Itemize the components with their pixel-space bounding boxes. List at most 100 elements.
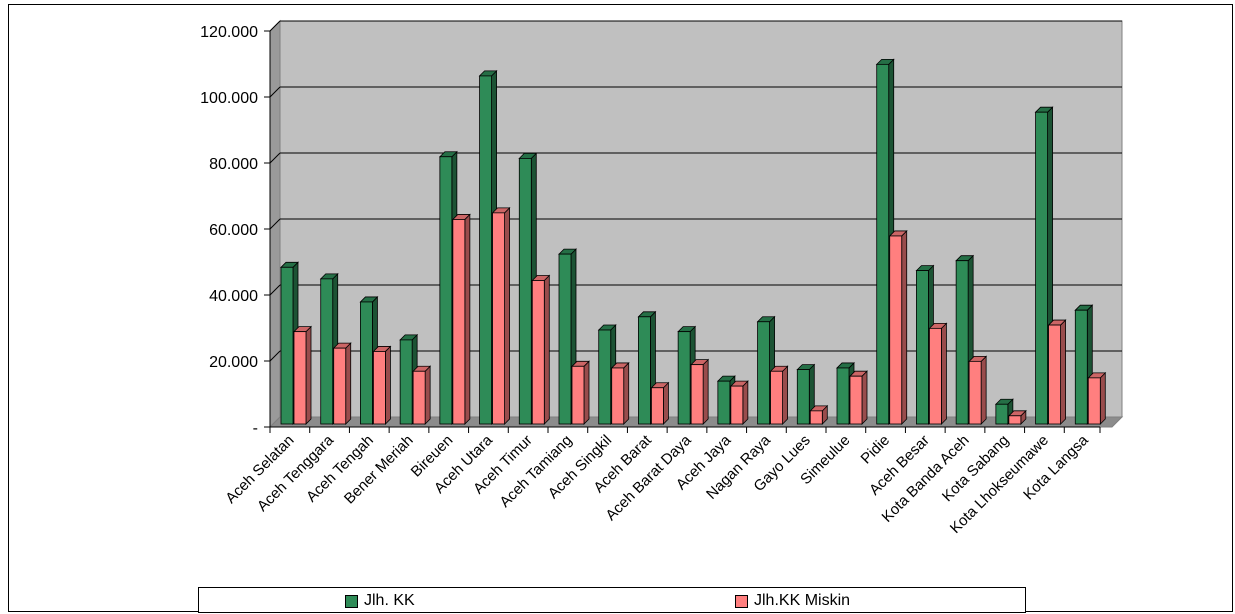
- bar-front: [1048, 324, 1061, 425]
- bar-front: [439, 156, 453, 425]
- y-tick-label: -: [253, 420, 258, 437]
- bar-jlh-kk-miskin: [571, 360, 590, 425]
- bar-side: [941, 322, 947, 425]
- bar-front: [360, 301, 373, 425]
- bar-side: [424, 365, 431, 425]
- bar-front: [929, 327, 942, 425]
- bar-jlh-kk: [994, 398, 1014, 425]
- bar-front: [717, 380, 731, 425]
- gridline-depth: [269, 152, 281, 164]
- bar-side: [1099, 371, 1106, 425]
- bar-front: [320, 278, 334, 425]
- bar-front: [968, 360, 982, 425]
- bar-front: [412, 370, 426, 425]
- bar-side: [861, 370, 868, 425]
- bar-jlh-kk-miskin: [610, 361, 630, 425]
- bar-front: [333, 347, 347, 425]
- bar-jlh-kk-miskin: [729, 380, 749, 425]
- bar-front: [479, 75, 492, 425]
- bar-side: [702, 358, 709, 425]
- bar-jlh-kk-miskin: [491, 206, 511, 425]
- bar-front: [796, 369, 810, 425]
- bar-jlh-kk-miskin: [531, 274, 551, 425]
- bar-front: [558, 253, 572, 425]
- bar-side: [583, 360, 590, 425]
- bar-front: [571, 365, 585, 425]
- bar-front: [757, 321, 770, 425]
- bar-front: [876, 63, 890, 425]
- bar-side: [742, 380, 749, 425]
- bar-jlh-kk-miskin: [332, 342, 352, 425]
- y-tick-label: 120.000: [200, 24, 258, 41]
- bar-side: [504, 206, 510, 425]
- bar-front: [1035, 111, 1048, 425]
- bar-jlh-kk-miskin: [293, 325, 312, 425]
- bar-front: [293, 331, 307, 425]
- bar-side: [782, 365, 788, 425]
- bar-jlh-kk-miskin: [1007, 409, 1027, 425]
- bar-front: [809, 410, 823, 425]
- bar-jlh-kk-miskin: [809, 404, 829, 425]
- bar-front: [889, 235, 903, 425]
- bar-front: [916, 270, 929, 425]
- bar-jlh-kk: [399, 333, 419, 425]
- bar-side: [345, 342, 352, 425]
- bar-side: [623, 361, 630, 425]
- bar-side: [980, 355, 987, 425]
- bar-side: [1060, 319, 1066, 425]
- bar-front: [399, 339, 413, 425]
- bar-front: [849, 375, 863, 425]
- bar-jlh-kk-miskin: [650, 381, 670, 425]
- bar-front: [836, 367, 850, 425]
- bar-side: [543, 274, 550, 425]
- bar-jlh-kk-miskin: [1087, 371, 1107, 425]
- gridline-depth: [269, 350, 281, 362]
- bar-side: [305, 325, 312, 425]
- bar-side: [901, 229, 908, 425]
- bar-jlh-kk-miskin: [372, 345, 392, 425]
- y-tick-label: 100.000: [200, 90, 258, 107]
- bar-front: [730, 385, 744, 425]
- x-tick-label: Aceh Selatan: [222, 432, 297, 507]
- bar-jlh-kk-miskin: [968, 355, 988, 425]
- gridline-depth: [269, 20, 281, 32]
- bar-jlh-kk-miskin: [1047, 319, 1067, 425]
- legend-swatch-jlh-kk: [345, 594, 358, 608]
- bar-jlh-kk-miskin: [769, 365, 789, 425]
- legend-label-jlh-kk-miskin: Jlh.KK Miskin: [754, 592, 851, 609]
- bar-jlh-kk-miskin: [928, 322, 948, 425]
- bar-front: [280, 266, 294, 425]
- bar-front: [452, 219, 466, 425]
- bar-front: [1087, 377, 1101, 425]
- gridline-depth: [269, 86, 281, 98]
- chart-legend: Jlh. KK Jlh.KK Miskin: [198, 587, 1026, 613]
- legend-item-jlh-kk: Jlh. KK: [345, 592, 415, 610]
- bar-side: [663, 381, 669, 425]
- bar-jlh-kk-miskin: [690, 358, 710, 425]
- bar-front: [770, 370, 783, 425]
- y-tick-label: 20.000: [209, 354, 258, 371]
- legend-item-jlh-kk-miskin: Jlh.KK Miskin: [735, 592, 850, 610]
- y-tick-label: 60.000: [209, 222, 258, 239]
- bar-side: [464, 213, 471, 425]
- bar-front: [1008, 415, 1022, 425]
- bar-jlh-kk-miskin: [849, 370, 868, 425]
- bar-front: [373, 351, 386, 425]
- y-tick-label: 40.000: [209, 288, 258, 305]
- bar-front: [995, 403, 1009, 425]
- gridline-depth: [269, 284, 281, 296]
- bar-front: [611, 367, 625, 425]
- bar-front: [651, 387, 664, 425]
- bar-front: [690, 364, 704, 425]
- y-tick-label: 80.000: [209, 156, 258, 173]
- bar-front: [531, 280, 545, 425]
- bar-jlh-kk-miskin: [412, 365, 432, 425]
- bar-front: [518, 157, 532, 425]
- bar-front: [598, 329, 612, 425]
- bar-front: [1074, 309, 1088, 425]
- bar-front: [638, 316, 651, 425]
- gridline-depth: [269, 218, 281, 230]
- bar-front: [955, 260, 969, 425]
- bar-jlh-kk-miskin: [451, 213, 471, 425]
